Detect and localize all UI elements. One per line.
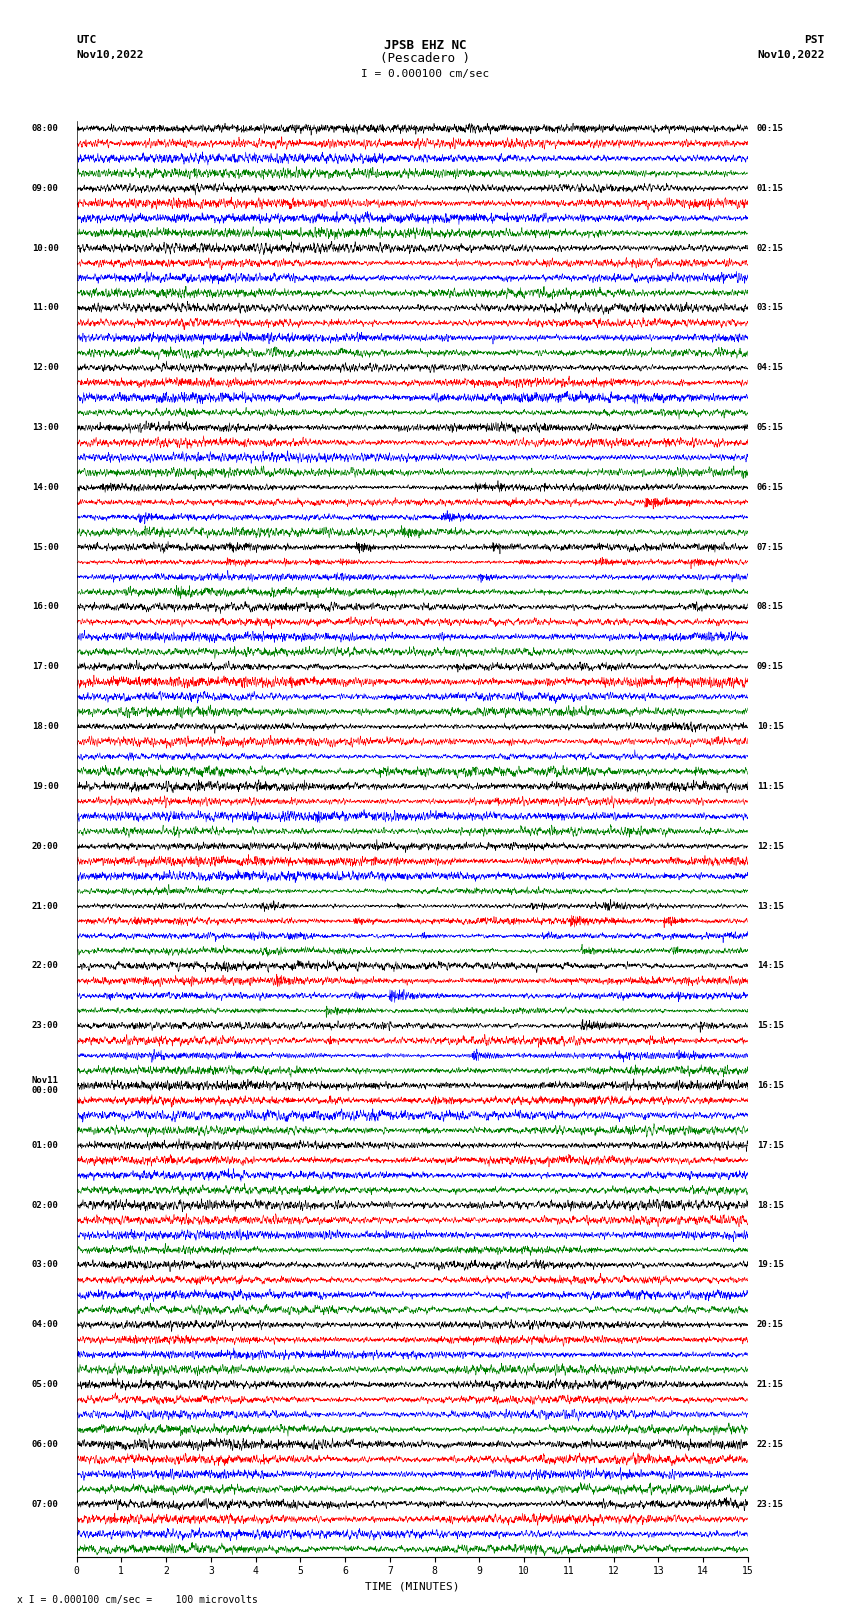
- Text: 06:00: 06:00: [31, 1440, 59, 1448]
- Text: 02:00: 02:00: [31, 1200, 59, 1210]
- Text: 22:00: 22:00: [31, 961, 59, 971]
- Text: Nov10,2022: Nov10,2022: [76, 50, 144, 60]
- Text: 20:15: 20:15: [757, 1321, 784, 1329]
- Text: 12:00: 12:00: [31, 363, 59, 373]
- Text: 21:15: 21:15: [757, 1381, 784, 1389]
- Text: 07:15: 07:15: [757, 542, 784, 552]
- Text: 01:00: 01:00: [31, 1140, 59, 1150]
- Text: I = 0.000100 cm/sec: I = 0.000100 cm/sec: [361, 69, 489, 79]
- Text: 08:15: 08:15: [757, 603, 784, 611]
- Text: 05:15: 05:15: [757, 423, 784, 432]
- Text: Nov10,2022: Nov10,2022: [757, 50, 824, 60]
- Text: 14:15: 14:15: [757, 961, 784, 971]
- Text: 10:15: 10:15: [757, 723, 784, 731]
- Text: 10:00: 10:00: [31, 244, 59, 253]
- Text: (Pescadero ): (Pescadero ): [380, 52, 470, 65]
- Text: 04:00: 04:00: [31, 1321, 59, 1329]
- Text: x I = 0.000100 cm/sec =    100 microvolts: x I = 0.000100 cm/sec = 100 microvolts: [17, 1595, 258, 1605]
- Text: 15:15: 15:15: [757, 1021, 784, 1031]
- Text: 11:15: 11:15: [757, 782, 784, 790]
- Text: 14:00: 14:00: [31, 482, 59, 492]
- Text: 22:15: 22:15: [757, 1440, 784, 1448]
- Text: JPSB EHZ NC: JPSB EHZ NC: [383, 39, 467, 52]
- Text: 16:00: 16:00: [31, 603, 59, 611]
- Text: 09:00: 09:00: [31, 184, 59, 194]
- Text: 07:00: 07:00: [31, 1500, 59, 1508]
- Text: Nov11
00:00: Nov11 00:00: [31, 1076, 59, 1095]
- Text: 20:00: 20:00: [31, 842, 59, 850]
- Text: 19:00: 19:00: [31, 782, 59, 790]
- Text: 13:00: 13:00: [31, 423, 59, 432]
- Text: 06:15: 06:15: [757, 482, 784, 492]
- Text: PST: PST: [804, 35, 824, 45]
- Text: 18:00: 18:00: [31, 723, 59, 731]
- Text: 11:00: 11:00: [31, 303, 59, 313]
- Text: 05:00: 05:00: [31, 1381, 59, 1389]
- Text: 18:15: 18:15: [757, 1200, 784, 1210]
- Text: 19:15: 19:15: [757, 1260, 784, 1269]
- X-axis label: TIME (MINUTES): TIME (MINUTES): [365, 1582, 460, 1592]
- Text: UTC: UTC: [76, 35, 97, 45]
- Text: 03:15: 03:15: [757, 303, 784, 313]
- Text: 09:15: 09:15: [757, 663, 784, 671]
- Text: 16:15: 16:15: [757, 1081, 784, 1090]
- Text: 04:15: 04:15: [757, 363, 784, 373]
- Text: 23:00: 23:00: [31, 1021, 59, 1031]
- Text: 02:15: 02:15: [757, 244, 784, 253]
- Text: 15:00: 15:00: [31, 542, 59, 552]
- Text: 08:00: 08:00: [31, 124, 59, 132]
- Text: 21:00: 21:00: [31, 902, 59, 911]
- Text: 17:00: 17:00: [31, 663, 59, 671]
- Text: 01:15: 01:15: [757, 184, 784, 194]
- Text: 03:00: 03:00: [31, 1260, 59, 1269]
- Text: 13:15: 13:15: [757, 902, 784, 911]
- Text: 12:15: 12:15: [757, 842, 784, 850]
- Text: 23:15: 23:15: [757, 1500, 784, 1508]
- Text: 17:15: 17:15: [757, 1140, 784, 1150]
- Text: 00:15: 00:15: [757, 124, 784, 132]
